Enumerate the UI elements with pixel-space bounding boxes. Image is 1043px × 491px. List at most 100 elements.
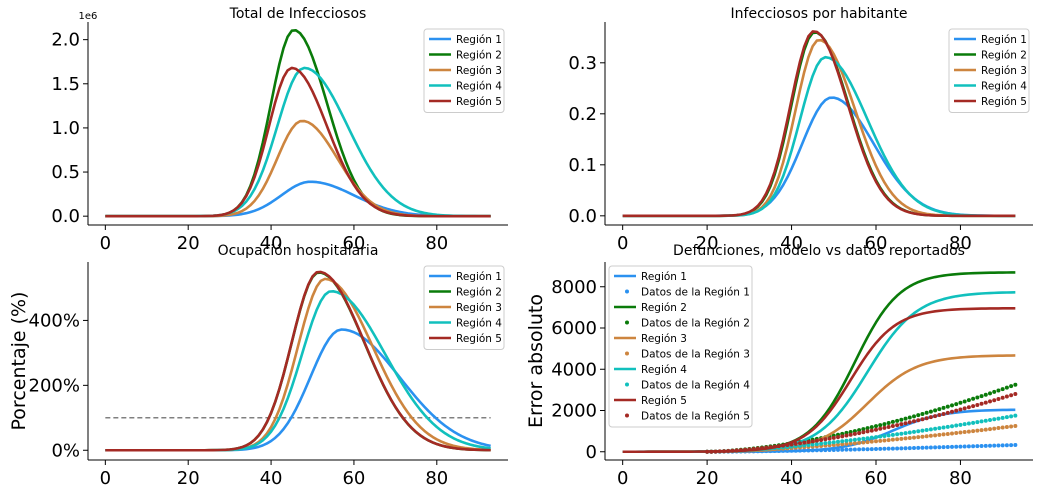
data-point (979, 419, 984, 424)
chart-total-infecciosos: Total de Infecciosos 0 20 40 60 80 0.0 0.5 1.0 1.… (51, 6, 508, 254)
y-axis-label: Porcentaje (%) (8, 292, 30, 431)
data-point (755, 446, 760, 451)
data-point (852, 431, 857, 436)
data-point (806, 448, 811, 453)
data-point (730, 448, 735, 453)
legend-marker (625, 320, 629, 325)
data-point (835, 442, 840, 447)
legend-label: Región 3 (981, 65, 1027, 77)
data-point (907, 420, 912, 425)
data-point (996, 388, 1001, 393)
data-point (1013, 382, 1018, 387)
data-point (895, 418, 900, 423)
data-point (907, 436, 912, 441)
data-point (806, 440, 811, 445)
x-tick-label: 20 (177, 468, 200, 489)
data-point (941, 432, 946, 437)
data-point (895, 423, 900, 428)
data-point (882, 433, 887, 438)
data-point (823, 441, 828, 446)
data-point (983, 400, 988, 405)
data-point (835, 447, 840, 452)
data-point (831, 435, 836, 440)
data-point (971, 396, 976, 401)
data-point (924, 434, 929, 439)
data-point (861, 447, 866, 452)
data-point (861, 436, 866, 441)
data-point (878, 434, 883, 439)
data-point (949, 431, 954, 436)
data-point (857, 447, 862, 452)
data-point (1009, 424, 1014, 429)
y-tick-label: 0.1 (568, 155, 597, 176)
legend: Región 1 Región 2 Región 3 Región 4 Región 5 (423, 28, 505, 113)
data-point (1004, 385, 1009, 390)
data-point (869, 428, 874, 433)
legend-label: Datos de la Región 1 (641, 287, 750, 299)
legend-label: Región 2 (456, 287, 502, 299)
data-point (848, 441, 853, 446)
data-point (810, 439, 815, 444)
legend-label: Región 2 (456, 50, 502, 62)
legend-label: Región 3 (641, 333, 687, 345)
data-point (949, 444, 954, 449)
data-point (920, 428, 925, 433)
data-point (924, 428, 929, 433)
data-point (958, 422, 963, 427)
x-tick-label: 60 (342, 468, 365, 489)
data-point (819, 437, 824, 442)
data-point (996, 443, 1001, 448)
data-point (987, 418, 992, 423)
data-point (1013, 423, 1018, 428)
data-point (911, 429, 916, 434)
data-point (844, 433, 849, 438)
legend-label: Región 4 (456, 81, 502, 93)
data-point (890, 446, 895, 451)
x-tick-label: 60 (865, 233, 888, 254)
legend: Región 1 Región 2 Región 3 Región 4 Región 5 (423, 265, 505, 350)
data-point (933, 445, 938, 450)
data-point (865, 440, 870, 445)
data-point (949, 424, 954, 429)
y-tick-label: 4000 (551, 359, 597, 380)
data-point (941, 411, 946, 416)
data-point (975, 395, 980, 400)
series-line (105, 119, 491, 218)
data-point (869, 439, 874, 444)
data-point (911, 435, 916, 440)
data-point (857, 440, 862, 445)
data-point (933, 408, 938, 413)
data-point (726, 448, 731, 453)
data-point (920, 417, 925, 422)
x-tick-label: 80 (949, 468, 972, 489)
y-tick-label: 0.2 (568, 104, 597, 125)
data-point (793, 448, 798, 453)
data-point (954, 423, 959, 428)
x-tick-label: 0 (617, 468, 628, 489)
x-tick-label: 40 (780, 233, 803, 254)
y-tick-label: 0.3 (568, 53, 597, 74)
data-point (835, 435, 840, 440)
data-point (924, 410, 929, 415)
data-point (869, 447, 874, 452)
data-point (840, 447, 845, 452)
legend-box (608, 265, 753, 428)
data-point (873, 424, 878, 429)
legend-marker (625, 382, 629, 387)
data-point (911, 419, 916, 424)
data-point (789, 442, 794, 447)
data-point (861, 430, 866, 435)
y-tick-label: 8000 (551, 277, 597, 298)
data-point (987, 427, 992, 432)
scatter-series (705, 392, 1018, 454)
data-point (1009, 393, 1014, 398)
data-point (937, 432, 942, 437)
data-point (734, 448, 739, 453)
data-point (835, 439, 840, 444)
legend-label: Datos de la Región 5 (641, 411, 750, 423)
data-point (819, 448, 824, 453)
data-point (713, 449, 718, 454)
legend-label: Región 4 (456, 318, 502, 330)
data-point (903, 446, 908, 451)
